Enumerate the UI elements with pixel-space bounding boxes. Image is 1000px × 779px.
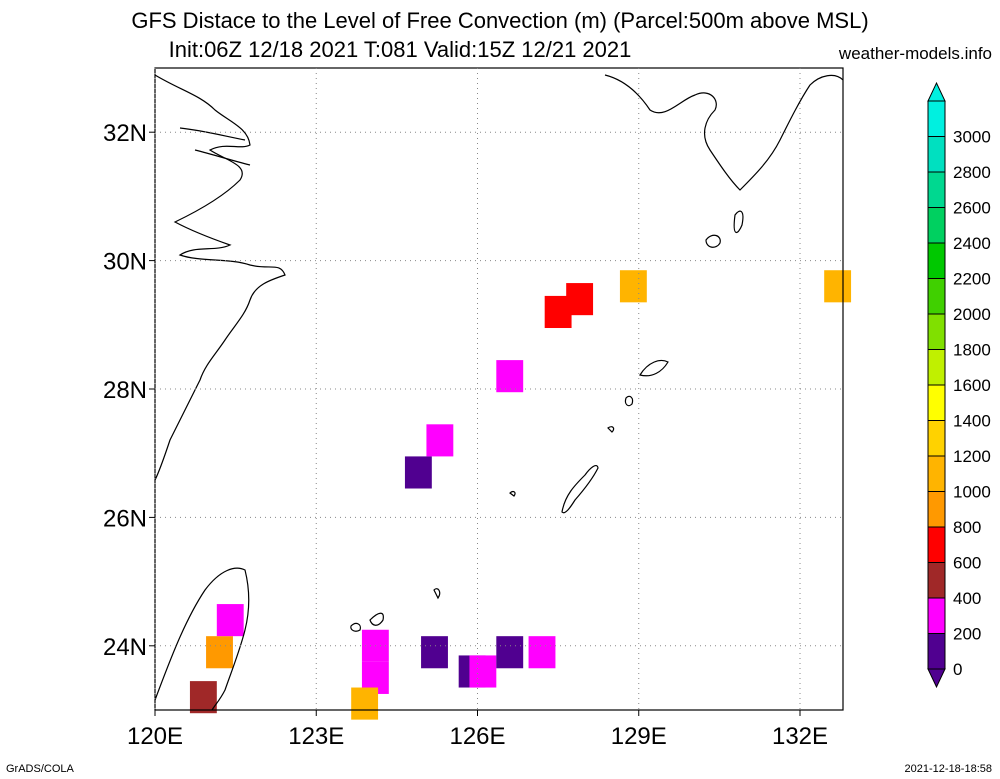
- lfc-cell: [189, 681, 217, 714]
- coast-tanegashima: [733, 210, 744, 233]
- lon-tick-label: 126E: [449, 723, 505, 750]
- colorbar-label: 2800: [953, 163, 991, 182]
- lfc-cell: [404, 456, 432, 489]
- colorbar-label: 1200: [953, 447, 991, 466]
- lfc-cell: [216, 604, 244, 637]
- colorbar: 0 200 400 600 800 1000 1200 1400 1600 1800 2000 220…: [927, 81, 991, 689]
- colorbar-segment: [927, 526, 946, 563]
- colorbar-label: 400: [953, 589, 981, 608]
- colorbar-segment: [927, 491, 946, 528]
- coast-ishigaki: [369, 612, 384, 626]
- map-subtitle: Init:06Z 12/18 2021 T:081 Valid:15Z 12/2…: [168, 37, 632, 62]
- colorbar-label: 600: [953, 554, 981, 573]
- coast-taiwan: [154, 567, 250, 711]
- colorbar-arrow-bottom: [927, 668, 946, 689]
- lfc-cell: [351, 687, 379, 720]
- lat-tick-label: 30N: [103, 249, 147, 276]
- lon-tick-label: 120E: [127, 723, 183, 750]
- coast-iriomote: [350, 622, 361, 632]
- colorbar-label: 3000: [953, 128, 991, 147]
- map-title: GFS Distace to the Level of Free Convect…: [131, 8, 869, 33]
- lfc-cell: [496, 360, 524, 393]
- lon-tick-label: 123E: [288, 723, 344, 750]
- coast-kume: [509, 490, 516, 497]
- coast-china: [154, 74, 286, 481]
- colorbar-label: 2200: [953, 270, 991, 289]
- colorbar-segment: [927, 136, 946, 173]
- colorbar-segment: [927, 278, 946, 315]
- colorbar-segment: [927, 420, 946, 457]
- coastlines: [154, 74, 844, 711]
- colorbar-segment: [927, 171, 946, 208]
- coast-osumi: [705, 234, 721, 248]
- colorbar-segment: [927, 100, 946, 137]
- coast-okinoerabu: [607, 426, 615, 433]
- lon-tick-label: 132E: [772, 723, 828, 750]
- colorbar-segment: [927, 455, 946, 492]
- colorbar-arrow-top: [927, 81, 946, 102]
- coast-kyushu: [604, 74, 844, 191]
- lfc-cell: [206, 636, 233, 669]
- lfc-cell: [824, 270, 852, 303]
- colorbar-label: 200: [953, 625, 981, 644]
- lfc-cell: [566, 283, 594, 316]
- footer-grads: GrADS/COLA: [6, 763, 74, 775]
- colorbar-label: 1400: [953, 412, 991, 431]
- colorbar-label: 2400: [953, 234, 991, 253]
- colorbar-segment: [927, 597, 946, 634]
- coast-tokunoshima: [624, 395, 634, 407]
- coast-miyako: [433, 588, 441, 600]
- lfc-cells: [189, 270, 852, 720]
- colorbar-segment: [927, 242, 946, 279]
- colorbar-label: 1800: [953, 341, 991, 360]
- axis-ticks: 120E 123E 126E 129E 132E 24N 26N 28N 30N 32N: [103, 120, 828, 750]
- coast-estuary: [179, 127, 251, 166]
- colorbar-segment: [927, 562, 946, 599]
- colorbar-label: 2600: [953, 199, 991, 218]
- colorbar-segment: [927, 384, 946, 421]
- colorbar-label: 1600: [953, 376, 991, 395]
- graticule: [154, 68, 843, 710]
- colorbar-segment: [927, 313, 946, 350]
- site-credit[interactable]: weather-models.info: [838, 44, 992, 63]
- lfc-cell: [421, 636, 448, 669]
- lat-tick-label: 24N: [103, 634, 147, 661]
- lat-tick-label: 26N: [103, 505, 147, 532]
- colorbar-label: 800: [953, 518, 981, 537]
- lfc-cell: [469, 655, 497, 688]
- lon-tick-label: 129E: [611, 723, 667, 750]
- lat-tick-label: 32N: [103, 120, 147, 147]
- lfc-cell: [496, 636, 524, 669]
- footer-timestamp: 2021-12-18-18:58: [904, 763, 992, 775]
- colorbar-segment: [927, 207, 946, 244]
- lfc-cell: [528, 636, 556, 669]
- coast-okinawa: [561, 464, 599, 514]
- coast-amami: [639, 359, 669, 377]
- lfc-cell: [619, 270, 647, 303]
- colorbar-segment: [927, 349, 946, 386]
- lfc-cell: [426, 424, 454, 457]
- lat-tick-label: 28N: [103, 377, 147, 404]
- colorbar-label: 0: [953, 660, 962, 679]
- colorbar-label: 1000: [953, 483, 991, 502]
- colorbar-segment: [927, 633, 946, 670]
- colorbar-label: 2000: [953, 305, 991, 324]
